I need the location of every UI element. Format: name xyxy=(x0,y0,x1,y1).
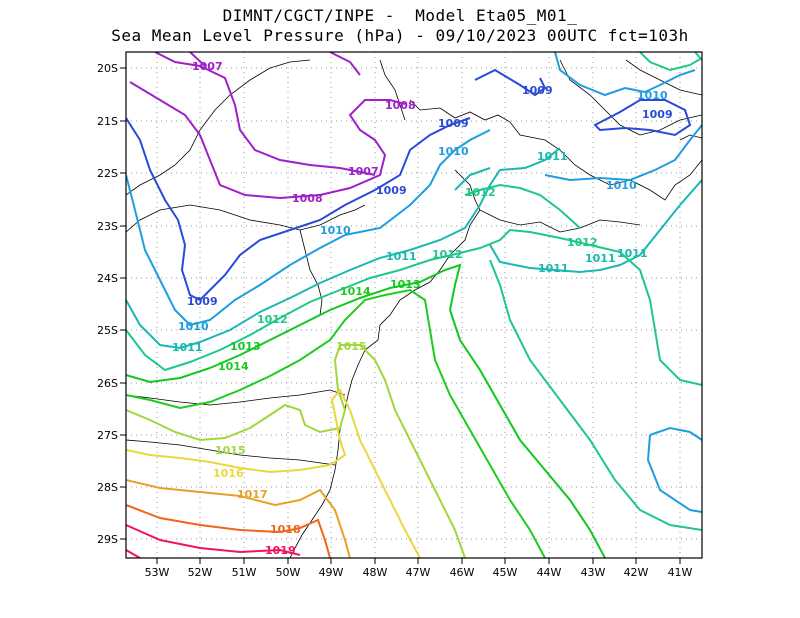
isobar-1010 xyxy=(544,124,702,182)
lon-label: 46W xyxy=(450,566,475,579)
map-subtitle: Sea Mean Level Pressure (hPa) - 09/10/20… xyxy=(111,26,689,45)
contour-label: 1010 xyxy=(606,179,637,192)
lon-label: 42W xyxy=(624,566,649,579)
isobar-1014 xyxy=(126,288,546,558)
axis-ticks xyxy=(120,67,681,564)
isobar-1010 xyxy=(646,434,702,513)
contour-label: 1011 xyxy=(537,150,568,163)
isobar-1019 xyxy=(126,549,141,558)
contour-label: 1015 xyxy=(336,340,367,353)
contour-label: 1010 xyxy=(637,89,668,102)
contour-label: 1012 xyxy=(567,236,598,249)
isobar-1010 xyxy=(554,52,696,97)
contour-label: 1017 xyxy=(237,488,268,501)
contour-label: 1009 xyxy=(187,295,218,308)
contour-label: 1012 xyxy=(257,313,288,326)
contour-label: 1015 xyxy=(215,444,246,457)
contour-label: 1013 xyxy=(230,340,261,353)
coastline-borders xyxy=(126,59,702,558)
lat-label: 22S xyxy=(97,167,118,180)
contour-label: 1014 xyxy=(218,360,249,373)
isobar-1019 xyxy=(126,524,301,556)
contour-label: 1007 xyxy=(348,165,379,178)
lon-label: 45W xyxy=(493,566,518,579)
isobar-1015 xyxy=(126,344,466,558)
isobar-1011 xyxy=(489,179,702,274)
lat-label: 20S xyxy=(97,62,118,75)
isobar-1009 xyxy=(593,99,692,137)
lon-label: 41W xyxy=(668,566,693,579)
contour-label: 1013 xyxy=(390,278,421,291)
contour-labels: 1007 1008 1007 1008 1009 1009 1009 1009 … xyxy=(172,60,673,557)
contour-label: 1018 xyxy=(270,523,301,536)
contour-label: 1016 xyxy=(213,467,244,480)
contour-label: 1008 xyxy=(385,99,416,112)
isobar-1009 xyxy=(199,117,471,301)
contour-label: 1010 xyxy=(438,145,469,158)
contour-label: 1007 xyxy=(192,60,223,73)
lat-label: 27S xyxy=(97,429,118,442)
lon-label: 47W xyxy=(406,566,431,579)
lon-label: 53W xyxy=(145,566,170,579)
lat-label: 29S xyxy=(97,533,118,546)
contour-label: 1009 xyxy=(522,84,553,97)
contour-label: 1011 xyxy=(386,250,417,263)
contour-label: 1009 xyxy=(376,184,407,197)
lon-label: 43W xyxy=(581,566,606,579)
contour-label: 1014 xyxy=(340,285,371,298)
lat-label: 24S xyxy=(97,272,118,285)
contour-label: 1009 xyxy=(438,117,469,130)
lat-label: 25S xyxy=(97,324,118,337)
lat-label: 26S xyxy=(97,377,118,390)
lat-label: 21S xyxy=(97,115,118,128)
lat-label: 28S xyxy=(97,481,118,494)
isobar-1016 xyxy=(126,388,421,558)
isobar-1010 xyxy=(126,129,491,327)
lon-label: 52W xyxy=(188,566,213,579)
lon-label: 49W xyxy=(319,566,344,579)
isobar-1012 xyxy=(126,228,702,386)
lon-label: 51W xyxy=(232,566,257,579)
contour-label: 1011 xyxy=(538,262,569,275)
contour-label: 1010 xyxy=(320,224,351,237)
isobar-1008 xyxy=(329,52,361,76)
isobar-1012 xyxy=(639,52,702,72)
isobar-1012 xyxy=(464,183,581,229)
isobar-1007 xyxy=(189,52,206,67)
isobar-1018 xyxy=(126,504,331,558)
contour-label: 1012 xyxy=(432,248,463,261)
contour-label: 1011 xyxy=(585,252,616,265)
map-title: DIMNT/CGCT/INPE - Model Eta05_M01_ xyxy=(222,6,578,25)
isobar-1013 xyxy=(489,259,702,531)
isobar-1009 xyxy=(126,117,201,301)
isobar-1010 xyxy=(649,426,702,441)
lon-label: 44W xyxy=(537,566,562,579)
plot-frame xyxy=(125,51,703,559)
isobar-1007 xyxy=(154,52,376,176)
lat-label: 23S xyxy=(97,220,118,233)
contour-label: 1009 xyxy=(642,108,673,121)
contour-label: 1010 xyxy=(178,320,209,333)
isobar-1017 xyxy=(126,479,351,558)
contour-label: 1008 xyxy=(292,192,323,205)
contour-label: 1012 xyxy=(465,186,496,199)
isobar-1013 xyxy=(126,263,606,558)
contour-label: 1019 xyxy=(265,544,296,557)
contour-label: 1011 xyxy=(617,247,648,260)
lon-label: 50W xyxy=(276,566,301,579)
contour-label: 1011 xyxy=(172,341,203,354)
lon-label: 48W xyxy=(363,566,388,579)
isobar-1011 xyxy=(126,147,561,350)
isobar-1009 xyxy=(474,68,547,97)
isobar-1008 xyxy=(129,81,406,200)
isobar-1011 xyxy=(454,167,491,191)
